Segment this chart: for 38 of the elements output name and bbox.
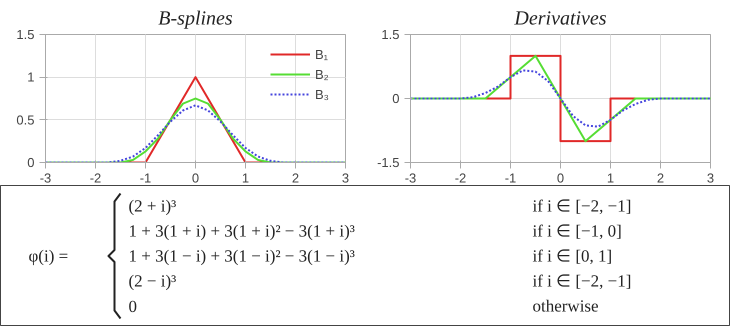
x-tick-label: 2 <box>656 170 664 186</box>
text: 0 <box>128 297 137 316</box>
y-tick-label: 1 <box>27 70 35 85</box>
legend-label: B₁ <box>315 46 330 62</box>
y-tick-label: 0 <box>27 155 35 170</box>
chart-title: B-splines <box>158 8 233 30</box>
text: if i ∈ [0, 1] <box>532 246 612 266</box>
text: if i ∈ [−2, −1] <box>532 196 632 216</box>
text: if i ∈ [−2, −1] <box>532 272 632 290</box>
x-tick-label: 0 <box>192 170 200 186</box>
x-tick-label: 1 <box>242 170 250 186</box>
y-tick-label: 1.5 <box>16 27 35 42</box>
x-tick-label: 2 <box>292 170 300 186</box>
x-tick-label: 1 <box>606 170 614 186</box>
x-tick-label: 3 <box>342 170 350 186</box>
line-series <box>410 69 710 128</box>
x-tick-label: -3 <box>40 170 52 186</box>
x-tick-label: -2 <box>454 170 466 186</box>
text: (2 − i)³ <box>128 272 176 290</box>
x-tick-label: -2 <box>90 170 102 186</box>
y-tick-label: 1.5 <box>381 27 400 42</box>
legend-label: B₂ <box>315 66 330 82</box>
text: 1 + 3(1 − i) + 3(1 − i)² − 3(1 − i)³ <box>128 246 355 266</box>
legend-label: B₃ <box>315 86 330 102</box>
y-tick-label: 0.5 <box>16 112 35 128</box>
text: (2 + i)³ <box>128 196 176 216</box>
text: if i ∈ [−1, 0] <box>532 222 622 240</box>
x-tick-label: -1 <box>504 170 516 186</box>
chart-title: Derivatives <box>513 8 607 30</box>
y-tick-label: -1.5 <box>377 155 400 170</box>
y-tick-label: 0 <box>392 91 400 106</box>
text: φ(i) = <box>28 246 68 266</box>
text: 1 + 3(1 + i) + 3(1 + i)² − 3(1 + i)³ <box>128 222 355 240</box>
text: otherwise <box>532 296 599 316</box>
x-tick-label: -3 <box>404 170 416 186</box>
x-tick-label: 3 <box>706 170 714 186</box>
x-tick-label: -1 <box>140 170 152 186</box>
x-tick-label: 0 <box>556 170 564 186</box>
